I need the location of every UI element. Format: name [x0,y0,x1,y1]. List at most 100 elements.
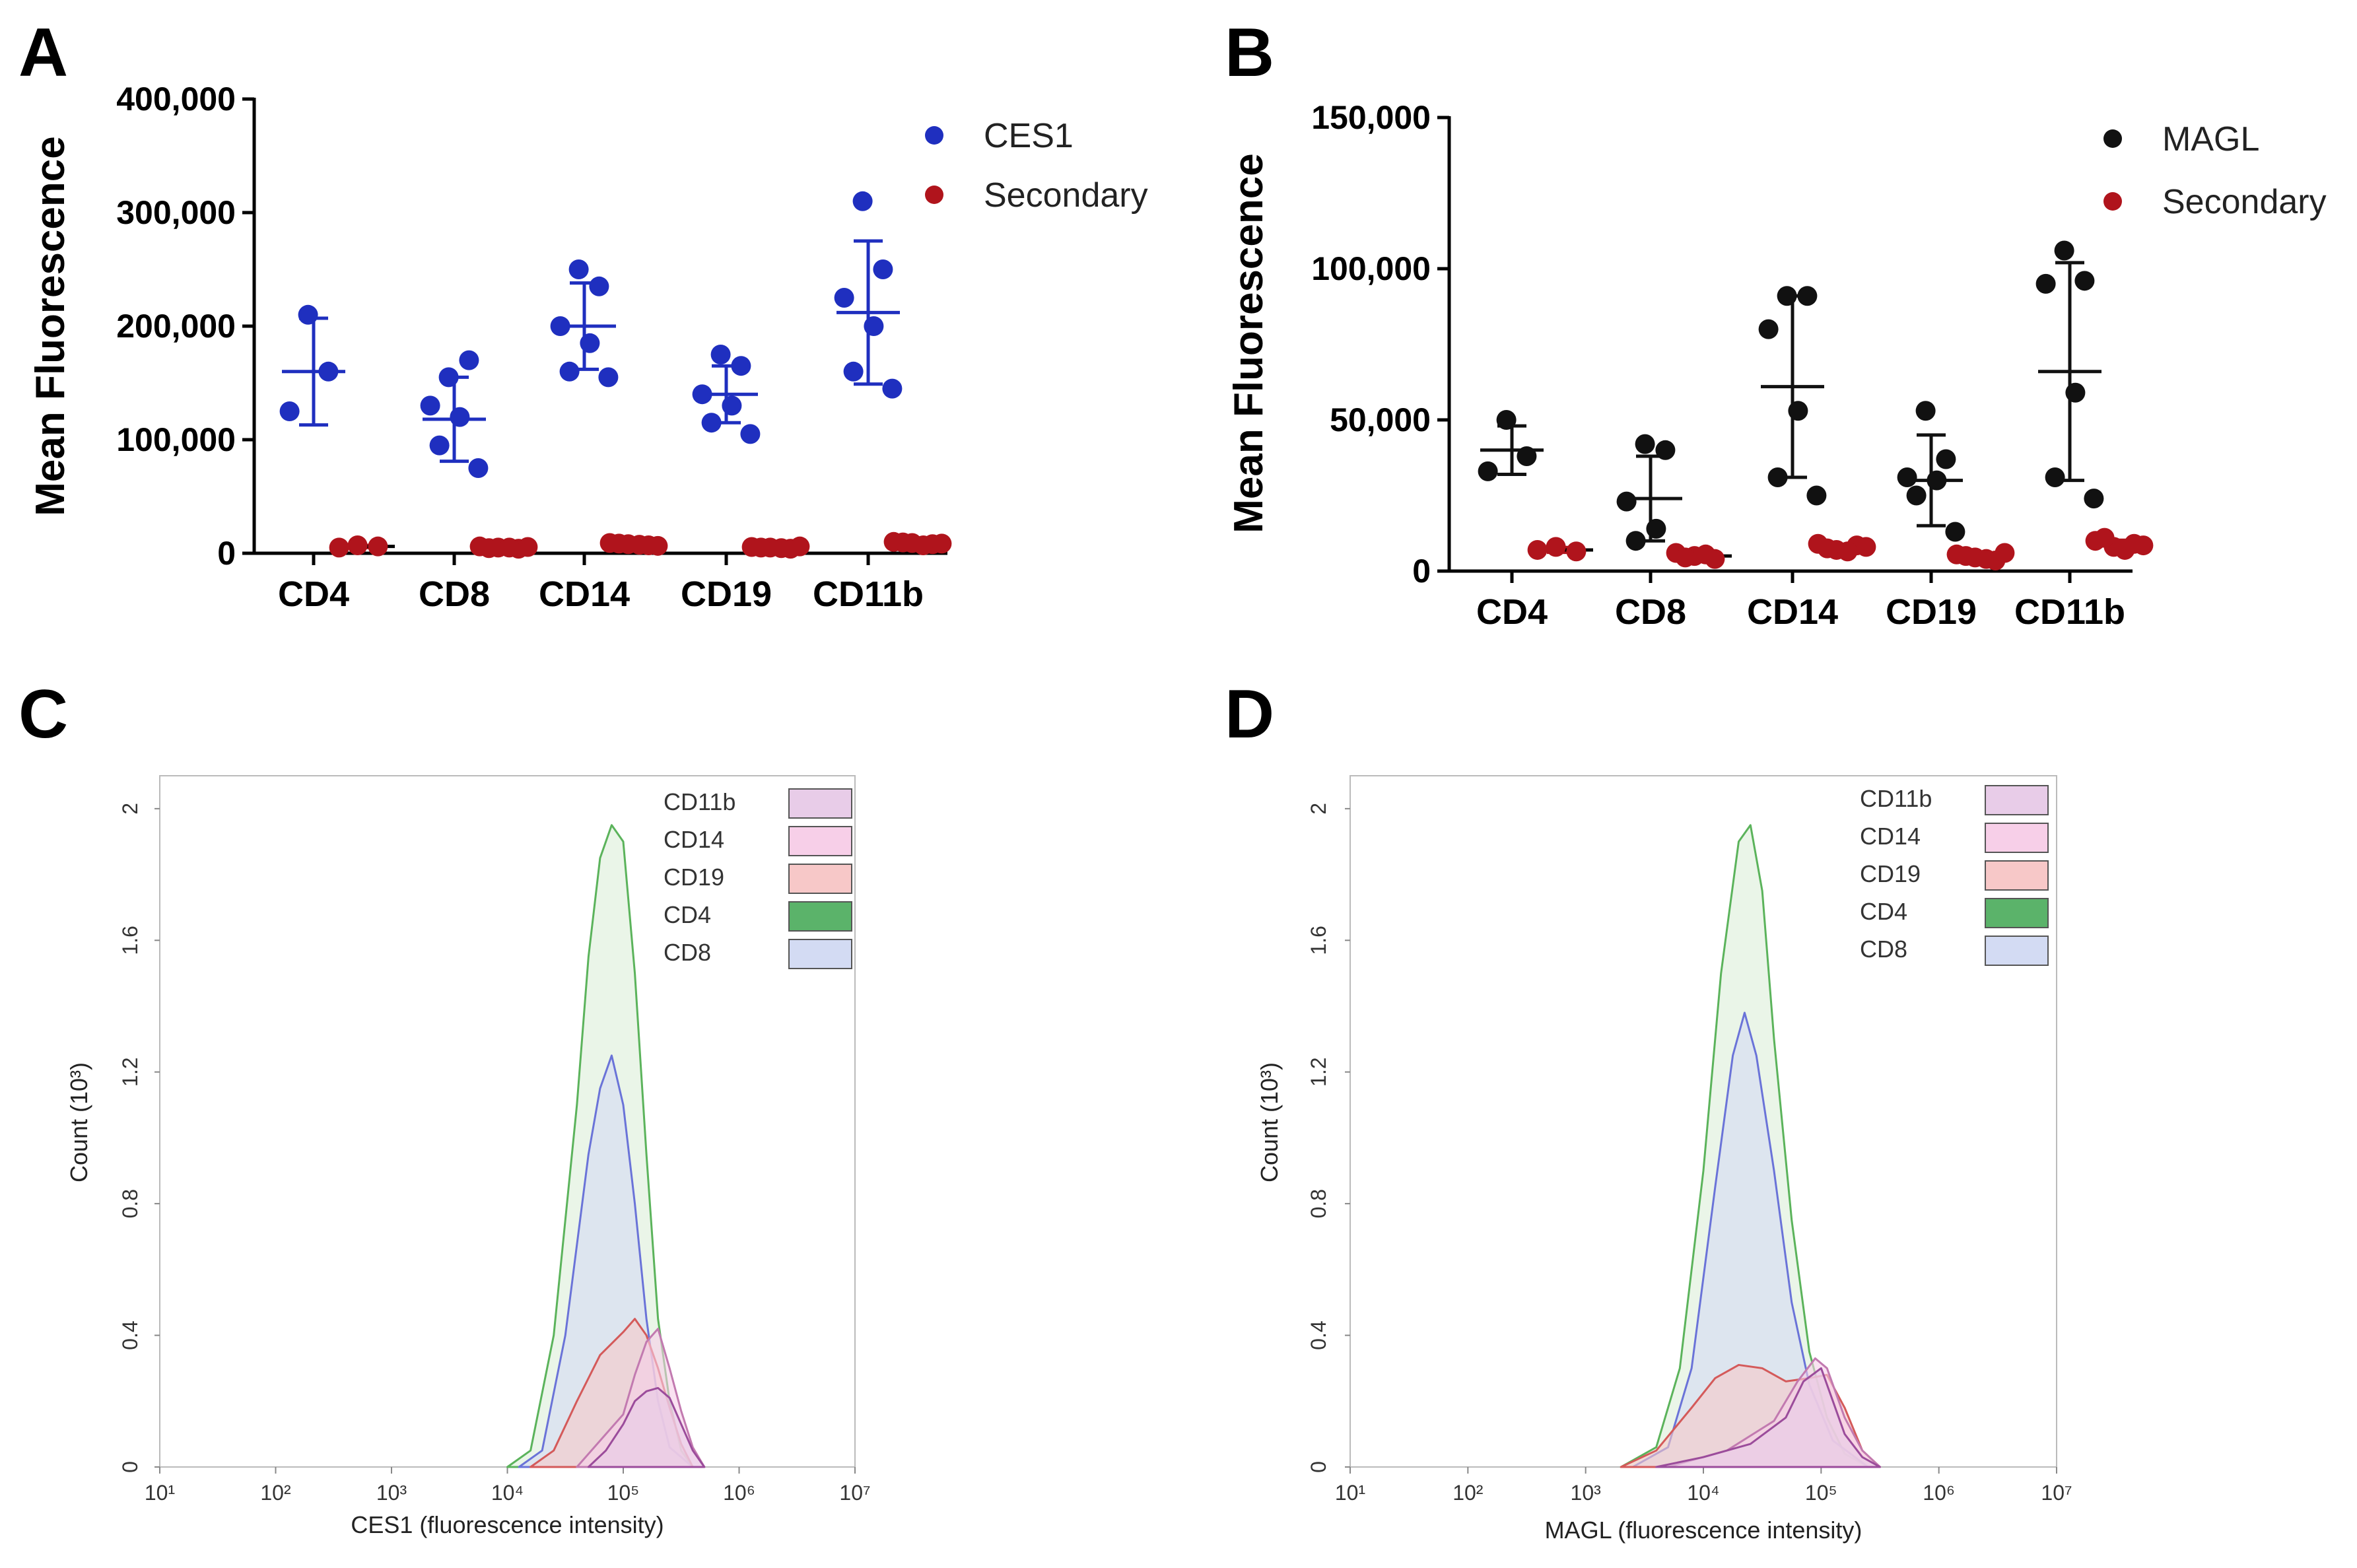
x-axis-title: MAGL (fluorescence intensity) [1545,1517,1862,1544]
data-point [1496,410,1517,430]
y-tick-label: 0 [1307,1461,1330,1473]
data-point [2065,382,2086,403]
legend-label: CD4 [1860,898,1907,925]
data-point [347,535,368,555]
category-label: CD14 [1747,592,1838,632]
legend-label: MAGL [2162,120,2259,158]
x-tick-label: 10⁵ [1805,1481,1837,1505]
legend-swatch [1985,823,2049,853]
panel-letter-c: C [18,676,68,753]
x-tick-label: 10⁷ [2041,1481,2072,1505]
data-point [2074,271,2095,291]
y-tick-label: 150,000 [1311,99,1431,136]
data-point [1655,440,1676,460]
y-axis-title: Mean Fluorescence [1226,153,1272,533]
data-point [589,276,609,296]
legend-swatch [1985,860,2049,891]
legend-label: CD19 [664,864,724,891]
data-point [499,537,520,558]
data-point [518,537,538,557]
legend-marker [925,186,943,204]
data-point [1897,467,1917,488]
data-point [1956,546,1976,566]
legend-swatch [1985,898,2049,928]
y-tick-label: 1.2 [118,1057,142,1086]
category-label: CD19 [1886,592,1977,632]
data-point [1806,485,1827,506]
data-point [1936,449,1956,469]
y-tick-label: 0 [1412,553,1431,590]
data-point [329,537,349,558]
y-tick-label: 100,000 [1311,250,1431,287]
y-tick-label: 1.6 [1307,926,1330,955]
data-point [609,533,629,554]
data-point [450,407,470,427]
category-label: CD8 [1615,592,1686,632]
data-point [1777,286,1797,306]
data-point [1625,531,1646,551]
legend-swatch [788,788,852,819]
data-point [790,536,810,557]
legend-label: CD8 [1860,936,1907,963]
data-point [722,395,742,416]
x-tick-label: 10⁵ [607,1481,640,1505]
x-tick-label: 10⁶ [1923,1481,1955,1505]
legend-label: CD11b [664,788,735,815]
legend: CES1 Secondary [925,117,1148,215]
legend: CD11b CD14 CD19 CD4 CD8 [664,788,852,969]
category-label: CD4 [1476,592,1548,632]
data-point [568,259,589,279]
data-point [479,538,499,559]
data-point [1517,446,1537,466]
data-point [740,424,761,444]
y-tick-label: 0 [118,1461,142,1473]
x-tick-label: 10⁷ [839,1481,870,1505]
x-tick-label: 10² [260,1481,291,1505]
legend-label: CD11b [1860,785,1932,812]
data-point [1837,541,1858,562]
x-tick-label: 10³ [376,1481,407,1505]
data-point [1915,401,1936,421]
y-tick-label: 200,000 [116,308,236,345]
data-point [932,533,952,554]
data-point [701,413,722,433]
data-point [1797,286,1818,306]
data-point [1527,539,1548,560]
data-point [834,288,854,308]
x-tick-label: 10¹ [1335,1481,1365,1505]
legend-label: CD4 [664,901,711,928]
y-tick-label: 0.4 [1307,1320,1330,1349]
legend-swatch [1985,936,2049,966]
y-tick-label: 0 [217,535,236,572]
y-tick-label: 2 [118,803,142,815]
data-point [2115,539,2135,560]
legend-label: CD8 [664,939,711,966]
y-tick-label: 100,000 [116,421,236,458]
x-axis-title: CES1 (fluorescence intensity) [351,1511,664,1538]
data-point [1817,538,1837,559]
x-tick-label: 10⁴ [491,1481,524,1505]
x-tick-label: 10⁶ [723,1481,755,1505]
legend-swatch [788,901,852,932]
data-point [751,537,771,558]
panel-letter-d: D [1225,676,1274,753]
data-point [2084,489,2104,509]
data-point [468,458,489,478]
data-point [2094,528,2115,548]
data-point [2133,535,2154,556]
data-point [893,532,913,553]
y-tick-label: 50,000 [1330,401,1431,438]
data-point [459,350,479,370]
histogram-plot-c: 10¹ 10² 10³ 10⁴ 10⁵ 10⁶ 10⁷ 0 0.4 0.8 1.2 1.6 2 CES1 … [65,775,871,1538]
x-tick-label: 10¹ [145,1481,175,1505]
category-label: CD8 [419,574,490,614]
scatter-plot-a: 0 100,000 200,000 300,000 400,000 CD4 CD8 CD14 C… [28,81,1148,614]
data-point [1856,537,1876,557]
y-axis-title: Count (10³) [65,1062,92,1182]
data-point [318,361,339,382]
data-point [550,316,570,336]
data-point [1758,319,1779,339]
y-tick-label: 0.4 [118,1320,142,1349]
legend-label: CD19 [1860,860,1921,887]
